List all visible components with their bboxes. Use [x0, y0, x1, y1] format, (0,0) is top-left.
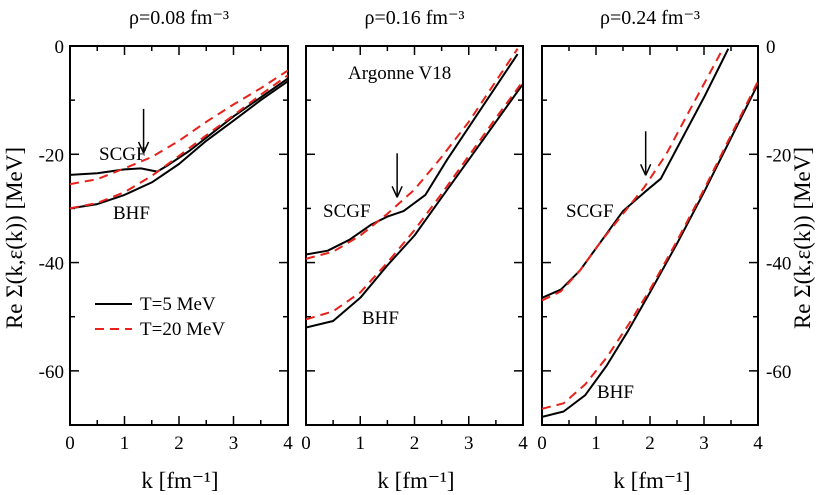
x-tick-label: 1 — [356, 433, 366, 454]
legend-label-t5: T=5 MeV — [140, 294, 216, 315]
series-line-scgf-t-20-mev — [542, 48, 724, 302]
y-tick-label: 0 — [766, 37, 776, 58]
x-tick-label: 2 — [645, 433, 655, 454]
x-axis-title: k [fm⁻¹] — [141, 468, 218, 493]
y-axis-title-right: Re Σ(k,ε(k)) [MeV] — [790, 147, 815, 329]
label-scgf-panel3: SCGF — [566, 201, 614, 222]
x-tick-label: 4 — [518, 433, 528, 454]
y-tick-label: -20 — [39, 145, 64, 166]
series-line-bhf-t-5-mev — [542, 83, 758, 418]
panel-rho-0-08: 0 1 2 3 4 0 -20 -40 -60 ρ=0.08 fm⁻³ — [39, 7, 294, 454]
x-tick-label: 0 — [301, 433, 311, 454]
series-line-scgf-t-20-mev — [306, 48, 519, 260]
series-line-scgf-t-5-mev — [542, 48, 730, 299]
y-tick-label: -40 — [39, 254, 64, 275]
series-line-bhf-t-5-mev — [306, 83, 523, 329]
x-tick-label: 2 — [174, 433, 184, 454]
arrow-marker — [391, 153, 403, 198]
label-scgf-panel2: SCGF — [323, 201, 371, 222]
series-line-scgf-t-5-mev — [306, 53, 519, 256]
label-scgf-panel1: SCGF — [99, 144, 147, 165]
panel-title: ρ=0.16 fm⁻³ — [364, 7, 464, 29]
x-tick-label: 3 — [464, 433, 474, 454]
series-line-scgf-t-20-mev — [70, 69, 288, 186]
y-tick-label: -60 — [39, 362, 64, 383]
panel-title: ρ=0.24 fm⁻³ — [600, 7, 700, 29]
label-bhf-panel2: BHF — [362, 308, 399, 329]
series-line-bhf-t-5-mev — [70, 80, 288, 210]
x-tick-label: 0 — [537, 433, 547, 454]
arrow-marker — [137, 108, 150, 154]
x-tick-label: 1 — [120, 433, 130, 454]
y-tick-label: -40 — [766, 254, 791, 275]
x-tick-label: 4 — [753, 433, 763, 454]
x-tick-label: 2 — [410, 433, 420, 454]
x-tick-label: 0 — [65, 433, 75, 454]
arrow-marker — [639, 131, 652, 176]
label-argonne: Argonne V18 — [348, 63, 451, 84]
series-line-bhf-t-20-mev — [542, 80, 758, 410]
y-axis-title-left: Re Σ(k,ε(k)) [MeV] — [2, 147, 27, 329]
series-line-bhf-t-20-mev — [70, 74, 288, 210]
panel-rho-0-24: 0 1 2 3 4 0 -20 -40 -60 ρ=0.24 fm⁻³ — [537, 7, 791, 454]
panel-frame — [69, 45, 289, 426]
x-tick-label: 3 — [229, 433, 239, 454]
panel-title: ρ=0.08 fm⁻³ — [129, 7, 229, 29]
x-axis-title: k [fm⁻¹] — [613, 468, 690, 493]
y-tick-label: -20 — [766, 145, 791, 166]
y-tick-label: 0 — [55, 37, 65, 58]
legend-label-t20: T=20 MeV — [140, 319, 225, 340]
label-bhf-panel1: BHF — [113, 203, 150, 224]
x-tick-label: 4 — [283, 433, 293, 454]
legend: T=5 MeV T=20 MeV — [95, 294, 225, 340]
x-axis-title: k [fm⁻¹] — [377, 468, 454, 493]
panel-frame — [541, 45, 759, 426]
label-bhf-panel3: BHF — [597, 382, 634, 403]
panel-rho-0-16: 0 1 2 3 4 ρ=0.16 fm⁻³ — [301, 7, 528, 454]
y-tick-label: -60 — [766, 362, 791, 383]
x-tick-label: 3 — [699, 433, 709, 454]
x-tick-label: 1 — [591, 433, 601, 454]
